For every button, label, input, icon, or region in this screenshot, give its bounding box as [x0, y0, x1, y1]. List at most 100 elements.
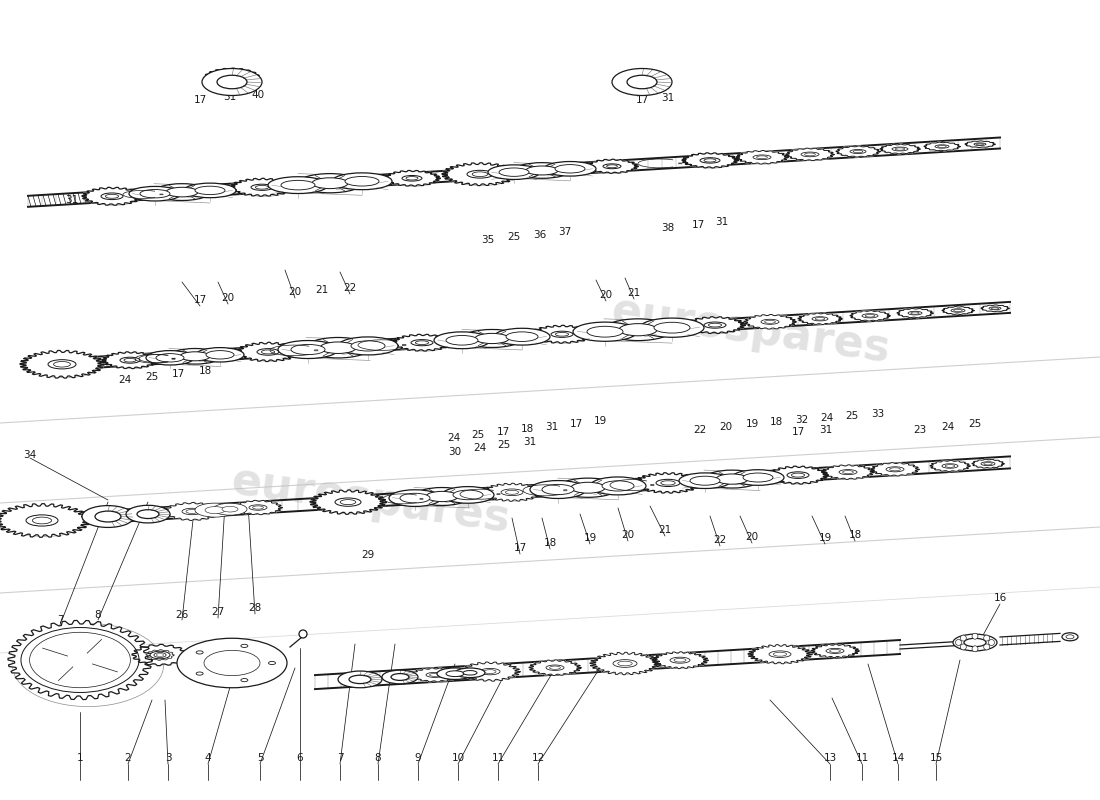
Ellipse shape [154, 184, 210, 201]
Text: 24: 24 [473, 443, 486, 453]
Ellipse shape [983, 462, 992, 465]
Text: 36: 36 [534, 230, 547, 240]
Ellipse shape [195, 503, 235, 517]
Ellipse shape [530, 481, 586, 498]
Ellipse shape [177, 638, 287, 688]
Ellipse shape [974, 143, 986, 146]
Ellipse shape [945, 465, 955, 467]
Ellipse shape [716, 474, 748, 484]
Polygon shape [132, 644, 188, 666]
Ellipse shape [542, 484, 574, 494]
Ellipse shape [938, 146, 946, 147]
Ellipse shape [505, 490, 518, 494]
Polygon shape [942, 306, 974, 314]
Ellipse shape [769, 651, 791, 658]
Ellipse shape [455, 668, 485, 678]
Polygon shape [146, 650, 174, 660]
Ellipse shape [382, 670, 418, 684]
Text: 20: 20 [600, 290, 613, 300]
Text: 30: 30 [449, 447, 462, 457]
Ellipse shape [154, 653, 166, 658]
Text: 31: 31 [546, 422, 559, 432]
Text: 11: 11 [856, 753, 869, 763]
Ellipse shape [468, 170, 493, 178]
Ellipse shape [627, 75, 657, 89]
Text: 25: 25 [497, 440, 510, 450]
Ellipse shape [292, 345, 324, 354]
Text: 18: 18 [848, 530, 861, 540]
Ellipse shape [312, 178, 348, 189]
Polygon shape [981, 305, 1009, 312]
Ellipse shape [280, 180, 315, 190]
Polygon shape [482, 483, 542, 502]
Circle shape [960, 635, 966, 641]
Ellipse shape [411, 339, 433, 346]
Ellipse shape [182, 508, 202, 514]
Ellipse shape [154, 653, 166, 658]
Ellipse shape [826, 648, 844, 654]
Text: eurospares: eurospares [228, 459, 513, 541]
Ellipse shape [249, 505, 267, 510]
Text: 32: 32 [795, 415, 808, 425]
Ellipse shape [351, 341, 385, 351]
Ellipse shape [700, 158, 720, 163]
Ellipse shape [656, 479, 680, 486]
Ellipse shape [26, 515, 58, 526]
Text: 17: 17 [172, 369, 185, 379]
Ellipse shape [892, 147, 907, 151]
Polygon shape [736, 150, 788, 164]
Ellipse shape [618, 661, 632, 666]
Ellipse shape [462, 330, 522, 347]
Ellipse shape [829, 650, 840, 653]
Text: 20: 20 [719, 422, 733, 432]
Ellipse shape [217, 75, 248, 89]
Text: 15: 15 [930, 753, 943, 763]
Text: 20: 20 [288, 287, 301, 297]
Text: 21: 21 [659, 525, 672, 535]
Text: 25: 25 [507, 232, 520, 242]
Ellipse shape [120, 357, 140, 363]
Polygon shape [442, 162, 518, 186]
Ellipse shape [82, 506, 134, 527]
Text: 31: 31 [65, 195, 78, 205]
Ellipse shape [406, 177, 418, 180]
Ellipse shape [434, 332, 490, 349]
Text: 24: 24 [119, 375, 132, 385]
Polygon shape [460, 662, 520, 681]
Ellipse shape [169, 349, 221, 364]
Polygon shape [82, 187, 142, 206]
Ellipse shape [306, 338, 370, 358]
Text: 9: 9 [415, 753, 421, 763]
Text: 5: 5 [256, 753, 263, 763]
Polygon shape [972, 459, 1004, 468]
Text: 35: 35 [482, 235, 495, 245]
Text: 29: 29 [362, 550, 375, 560]
Ellipse shape [500, 489, 522, 495]
Ellipse shape [184, 183, 236, 198]
Ellipse shape [268, 662, 275, 665]
Ellipse shape [854, 150, 862, 153]
Ellipse shape [390, 674, 409, 681]
Ellipse shape [32, 517, 52, 524]
Ellipse shape [812, 317, 828, 321]
Ellipse shape [590, 477, 646, 495]
Ellipse shape [526, 166, 558, 175]
Ellipse shape [742, 473, 773, 482]
Ellipse shape [340, 500, 355, 505]
Ellipse shape [612, 69, 672, 95]
Ellipse shape [850, 150, 866, 154]
Polygon shape [8, 621, 152, 699]
Text: 27: 27 [211, 607, 224, 617]
Ellipse shape [138, 510, 160, 518]
Ellipse shape [514, 162, 570, 178]
Ellipse shape [908, 311, 922, 315]
Polygon shape [798, 313, 842, 325]
Text: 19: 19 [583, 533, 596, 543]
Text: 33: 33 [871, 409, 884, 419]
Ellipse shape [558, 478, 618, 498]
Ellipse shape [550, 666, 560, 670]
Ellipse shape [204, 650, 260, 675]
Text: 22: 22 [714, 535, 727, 545]
Ellipse shape [414, 487, 470, 506]
Polygon shape [871, 462, 918, 476]
